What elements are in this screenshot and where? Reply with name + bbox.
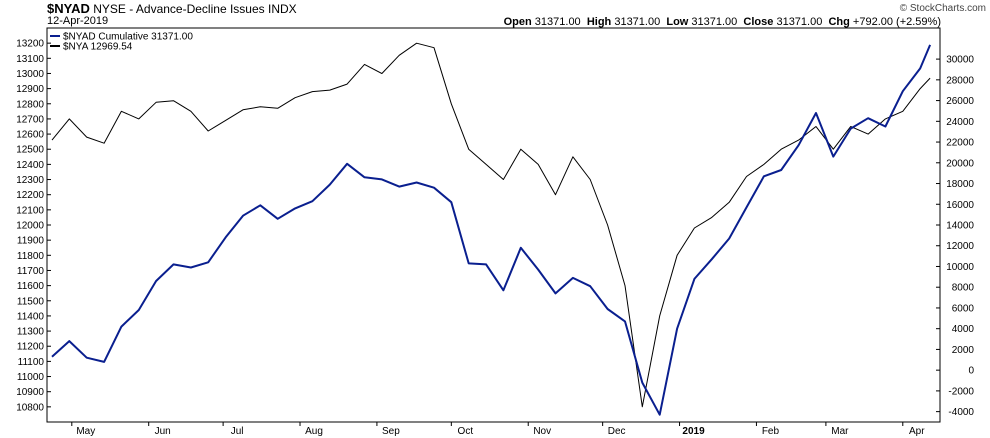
x-tick-label: Oct <box>458 426 474 437</box>
y-left-tick-label: 12700 <box>16 114 44 125</box>
close-value: 31371.00 <box>776 16 823 28</box>
y-left-tick-label: 12100 <box>16 205 44 216</box>
y-left-tick-label: 12500 <box>16 145 44 156</box>
y-right-tick-label: 10000 <box>946 262 974 273</box>
x-tick-label: Dec <box>608 426 626 437</box>
nya-series-line <box>51 42 931 408</box>
y-right-tick-label: 22000 <box>946 138 974 149</box>
y-left-tick-label: 10800 <box>16 402 44 413</box>
y-right-tick-label: 6000 <box>952 303 975 314</box>
ohlc-readout: Open 31371.00 High 31371.00 Low 31371.00… <box>504 16 941 28</box>
x-tick-label: Mar <box>831 426 849 437</box>
y-left-tick-label: 11400 <box>17 311 45 322</box>
y-right-tick-label: -4000 <box>948 407 974 418</box>
y-left-tick-label: 13200 <box>16 39 44 50</box>
nyad-series-line <box>51 44 932 416</box>
y-left-tick-label: 11600 <box>17 281 45 292</box>
x-tick-label: Aug <box>305 426 323 437</box>
symbol-label: $NYAD <box>47 1 90 16</box>
chg-label: Chg <box>828 16 850 28</box>
high-label: High <box>586 16 612 28</box>
legend-label: $NYA 12969.54 <box>63 42 133 53</box>
y-right-tick-label: 4000 <box>952 324 975 335</box>
open-label: Open <box>503 16 532 28</box>
y-right-tick-label: 16000 <box>946 200 974 211</box>
x-tick-label: Sep <box>382 426 400 437</box>
y-right-tick-label: 14000 <box>946 221 974 232</box>
y-right-tick-label: 30000 <box>946 55 974 66</box>
y-left-tick-label: 12600 <box>16 130 44 141</box>
y-left-tick-label: 11500 <box>17 296 45 307</box>
y-left-tick-label: 12000 <box>16 221 44 232</box>
y-left-tick-label: 12300 <box>16 175 44 186</box>
y-left-tick-label: 11100 <box>18 357 45 368</box>
y-left-tick-label: 13100 <box>16 54 44 65</box>
y-left-tick-label: 11900 <box>17 236 45 247</box>
y-left-tick-label: 12200 <box>16 190 44 201</box>
x-tick-label: Feb <box>762 426 780 437</box>
chg-value: +792.00 (+2.59%) <box>852 16 941 28</box>
y-right-tick-label: 12000 <box>946 241 974 252</box>
y-left-tick-label: 12900 <box>16 84 44 95</box>
open-value: 31371.00 <box>534 16 581 28</box>
y-left-tick-label: 11300 <box>17 327 45 338</box>
y-left-tick-label: 10900 <box>16 387 44 398</box>
x-tick-label: Apr <box>909 426 925 437</box>
y-right-tick-label: 0 <box>968 366 974 377</box>
description-label: NYSE - Advance-Decline Issues <box>93 2 265 16</box>
x-tick-label: Jun <box>155 426 171 437</box>
y-left-tick-label: 12400 <box>16 160 44 171</box>
y-left-tick-label: 11000 <box>17 372 45 383</box>
y-left-tick-label: 11700 <box>17 266 45 277</box>
y-right-tick-label: 2000 <box>952 345 975 356</box>
x-tick-label: Jul <box>231 426 244 437</box>
x-tick-label: Nov <box>533 426 551 437</box>
plot-frame <box>46 27 941 423</box>
x-tick-label: May <box>76 426 95 437</box>
y-left-tick-label: 13000 <box>16 69 44 80</box>
date-label: 12-Apr-2019 <box>47 15 109 27</box>
y-right-tick-label: 20000 <box>946 158 974 169</box>
y-left-tick-label: 11200 <box>17 342 45 353</box>
y-right-tick-label: 24000 <box>946 117 974 128</box>
close-label: Close <box>743 16 774 28</box>
y-right-tick-label: 28000 <box>946 75 974 86</box>
x-tick-label: 2019 <box>682 426 705 437</box>
y-right-tick-label: 26000 <box>946 96 974 107</box>
y-left-tick-label: 12800 <box>16 99 44 110</box>
y-right-tick-label: -2000 <box>948 386 974 397</box>
high-value: 31371.00 <box>614 16 661 28</box>
low-value: 31371.00 <box>691 16 738 28</box>
y-right-tick-label: 8000 <box>952 283 975 294</box>
legend-label: $NYAD Cumulative 31371.00 <box>63 32 193 43</box>
exchange-label: INDX <box>267 2 297 16</box>
chart-title: $NYAD NYSE - Advance-Decline Issues INDX <box>47 1 297 16</box>
y-right-tick-label: 18000 <box>946 179 974 190</box>
low-label: Low <box>666 16 689 28</box>
y-left-tick-label: 11800 <box>17 251 45 262</box>
credit-label: © StockCharts.com <box>899 3 986 14</box>
